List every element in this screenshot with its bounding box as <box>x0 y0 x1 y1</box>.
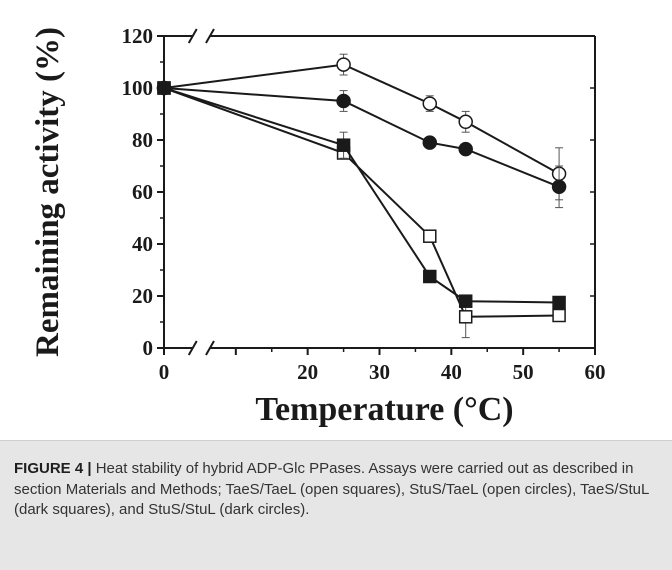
figure-caption: FIGURE 4 | Heat stability of hybrid ADP-… <box>14 459 654 521</box>
data-point <box>336 57 351 72</box>
data-point <box>551 179 567 195</box>
x-tick-label: 30 <box>369 360 390 384</box>
y-tick-label: 20 <box>132 284 153 308</box>
data-point <box>336 138 351 152</box>
x-tick-label: 60 <box>585 360 606 384</box>
y-tick-label: 120 <box>122 24 154 48</box>
data-point <box>458 141 473 157</box>
series-open-square <box>157 81 566 339</box>
y-axis-title: Remaining activity (%) <box>30 27 66 357</box>
data-point <box>423 269 437 284</box>
data-point <box>458 294 473 308</box>
y-axis: 0 20 40 60 80 100 120 <box>122 24 595 360</box>
y-tick-label: 100 <box>122 76 154 100</box>
caption-box: FIGURE 4 | Heat stability of hybrid ADP-… <box>0 440 672 570</box>
data-point <box>336 93 351 109</box>
axis-break-mark <box>187 340 198 356</box>
series-line <box>163 63 560 175</box>
caption-text: Heat stability of hybrid ADP-Glc PPases.… <box>14 460 649 518</box>
caption-label: FIGURE 4 | <box>14 460 92 477</box>
data-point <box>458 114 473 130</box>
y-tick-label: 60 <box>132 180 153 204</box>
y-tick-label: 80 <box>132 128 153 152</box>
data-point <box>552 295 566 310</box>
x-axis-title: Temperature (°C) <box>255 391 513 428</box>
data-point <box>552 308 566 323</box>
series-line <box>163 87 560 304</box>
axis-break-mark <box>205 28 215 44</box>
y-tick-label: 0 <box>143 336 154 360</box>
series-layer <box>156 53 567 339</box>
x-axis: 0 20 30 40 50 60 <box>159 348 606 384</box>
y-tick-label: 40 <box>132 232 153 256</box>
series-filled-square <box>157 81 566 310</box>
x-tick-label: 40 <box>441 360 462 384</box>
series-open-circle <box>156 53 567 201</box>
data-point <box>423 229 437 243</box>
axis-break-mark <box>205 340 215 356</box>
plot-frame <box>163 28 596 356</box>
data-point <box>156 80 172 96</box>
data-point <box>458 310 473 324</box>
series-line <box>163 87 560 318</box>
data-point <box>422 135 438 150</box>
x-tick-label: 50 <box>513 360 534 384</box>
chart: 0 20 30 40 50 60 0 20 40 60 80 100 120 Temperature … <box>30 24 606 428</box>
x-tick-label: 20 <box>297 360 318 384</box>
x-tick-label: 0 <box>159 360 170 384</box>
series-filled-circle <box>156 80 567 209</box>
axis-break-mark <box>187 28 198 44</box>
data-point <box>422 96 438 111</box>
